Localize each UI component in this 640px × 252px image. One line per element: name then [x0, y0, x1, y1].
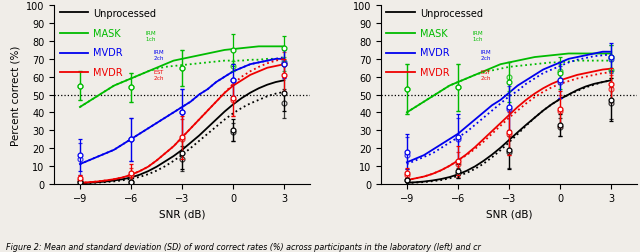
Text: $\mathregular{^{EST}_{2ch}}$: $\mathregular{^{EST}_{2ch}}$: [480, 68, 492, 82]
Text: Unprocessed: Unprocessed: [93, 9, 156, 19]
Text: MVDR: MVDR: [93, 48, 122, 58]
Text: Unprocessed: Unprocessed: [420, 9, 483, 19]
Text: $\mathregular{^{IRM}_{2ch}}$: $\mathregular{^{IRM}_{2ch}}$: [480, 48, 492, 63]
Text: $\mathregular{^{IRM}_{1ch}}$: $\mathregular{^{IRM}_{1ch}}$: [472, 28, 484, 43]
Text: MVDR: MVDR: [420, 68, 449, 78]
X-axis label: SNR (dB): SNR (dB): [486, 209, 532, 219]
Text: $\mathregular{^{IRM}_{1ch}}$: $\mathregular{^{IRM}_{1ch}}$: [145, 28, 157, 43]
Text: $\mathregular{^{EST}_{2ch}}$: $\mathregular{^{EST}_{2ch}}$: [153, 68, 165, 82]
Text: MASK: MASK: [420, 28, 447, 39]
X-axis label: SNR (dB): SNR (dB): [159, 209, 205, 219]
Text: $\mathregular{^{IRM}_{2ch}}$: $\mathregular{^{IRM}_{2ch}}$: [153, 48, 164, 63]
Text: MVDR: MVDR: [420, 48, 449, 58]
Text: MASK: MASK: [93, 28, 120, 39]
Text: Figure 2: Mean and standard deviation (SD) of word correct rates (%) across part: Figure 2: Mean and standard deviation (S…: [6, 242, 481, 251]
Text: MVDR: MVDR: [93, 68, 122, 78]
Y-axis label: Percent correct (%): Percent correct (%): [11, 45, 20, 145]
